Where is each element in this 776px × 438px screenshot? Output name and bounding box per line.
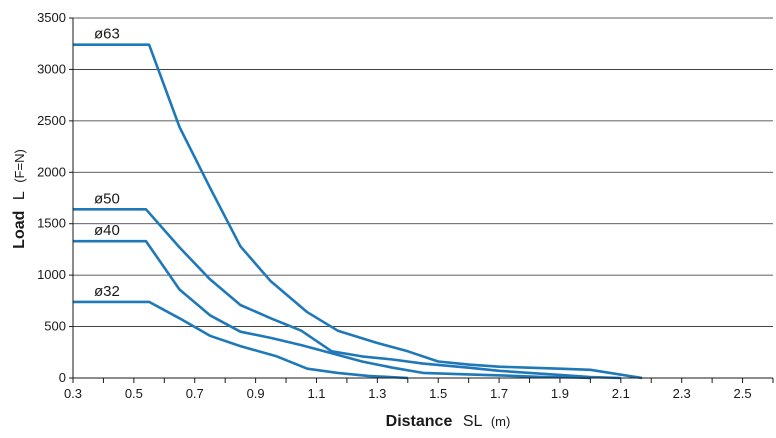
series-name-label: ø40 [94, 222, 120, 239]
y-tick-label: 500 [44, 319, 66, 334]
y-axis-title-unit: (F=N) [12, 149, 27, 183]
grid-lines [73, 17, 773, 327]
y-axis-title: Load L (F=N) [11, 149, 28, 249]
x-tick-label: 0.7 [186, 386, 204, 401]
y-tick-label: 1500 [37, 216, 66, 231]
y-tick-label: 1000 [37, 267, 66, 282]
x-tick-label: 0.5 [125, 386, 143, 401]
x-tick-label: 1.3 [368, 386, 386, 401]
y-axis-title-bold: Load [11, 211, 28, 249]
x-tick-label: 2.3 [673, 386, 691, 401]
series-line [73, 208, 621, 380]
series-line [73, 300, 408, 380]
x-tick-label: 1.7 [490, 386, 508, 401]
series-line [73, 43, 643, 380]
y-tick-label: 3000 [37, 61, 66, 76]
x-tick-label: 0.3 [64, 386, 82, 401]
series-lines [73, 43, 643, 380]
series-name-label: ø63 [94, 26, 120, 43]
x-tick-label: 2.1 [612, 386, 630, 401]
x-tick-label: 2.5 [734, 386, 752, 401]
x-tick-label: 1.5 [429, 386, 447, 401]
series-labels: ø63 ø50 ø40 ø32 [94, 26, 120, 300]
x-axis-title: Distance SL (m) [386, 413, 511, 430]
x-tick-label: 0.9 [247, 386, 265, 401]
y-tick-label: 3500 [37, 10, 66, 25]
x-axis-title-bold: Distance [386, 413, 453, 430]
series-name-label: ø32 [94, 283, 120, 300]
x-axis-title-unit: (m) [491, 414, 511, 429]
x-tick-label: 1.9 [551, 386, 569, 401]
x-axis-title-symbol: SL [463, 413, 483, 430]
tick-labels: 0 500 1000 1500 2000 2500 3000 3500 0.3 0.5 0.7 0.9… [37, 10, 752, 401]
y-tick-label: 0 [59, 370, 66, 385]
x-tick-label: 1.1 [307, 386, 325, 401]
series-line [73, 239, 591, 380]
y-tick-label: 2500 [37, 113, 66, 128]
series-name-label: ø50 [94, 190, 120, 207]
y-axis-title-symbol: L [11, 191, 28, 200]
axes [69, 17, 774, 383]
y-tick-label: 2000 [37, 164, 66, 179]
